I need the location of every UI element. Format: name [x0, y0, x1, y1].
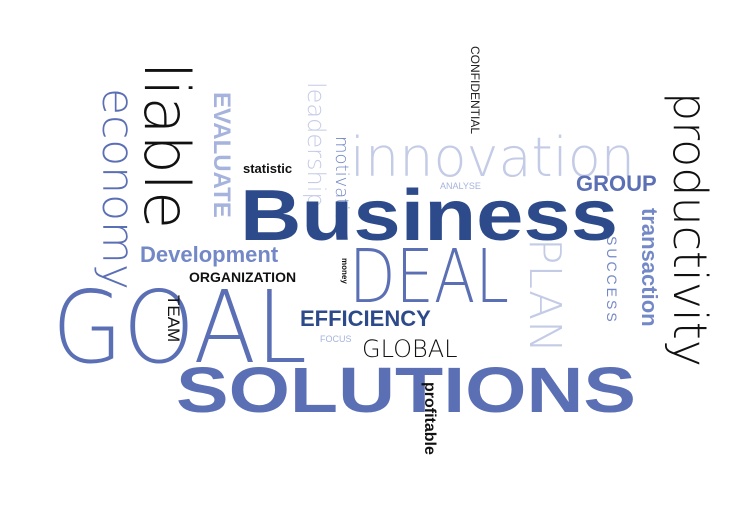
word-global: GLOBAL — [362, 335, 458, 363]
word-motivation: motivation — [331, 136, 352, 233]
word-liable: liable — [130, 62, 203, 229]
word-focus: FOCUS — [320, 334, 352, 344]
word-leadership: leadership — [302, 82, 330, 208]
word-development: Development — [140, 242, 279, 267]
word-productivity: productivity — [663, 92, 717, 367]
word-team: TEAM — [164, 295, 183, 342]
word-money: money — [340, 258, 349, 284]
word-confidential: CONFIDENTIAL — [468, 46, 482, 134]
word-innovation: innovation — [350, 126, 635, 189]
word-deal: DEAL — [349, 234, 509, 320]
word-evaluate: EVALUATE — [208, 92, 235, 218]
word-profitable: profitable — [421, 382, 438, 455]
word-economy: economy — [92, 88, 143, 290]
word-transaction: transaction — [637, 208, 662, 327]
word-solutions: SOLUTIONS — [176, 354, 636, 426]
word-business: Business — [240, 176, 618, 256]
word-plan: PLAN — [519, 238, 570, 353]
word-success: SUCCESS — [604, 236, 620, 325]
word-goal: GOAL — [52, 269, 307, 386]
word-organization: ORGANIZATION — [189, 269, 296, 285]
word-analyse: ANALYSE — [440, 181, 481, 191]
word-group: GROUP — [576, 171, 657, 196]
word-statistic: statistic — [243, 161, 292, 176]
word-efficiency: EFFICIENCY — [300, 306, 431, 331]
